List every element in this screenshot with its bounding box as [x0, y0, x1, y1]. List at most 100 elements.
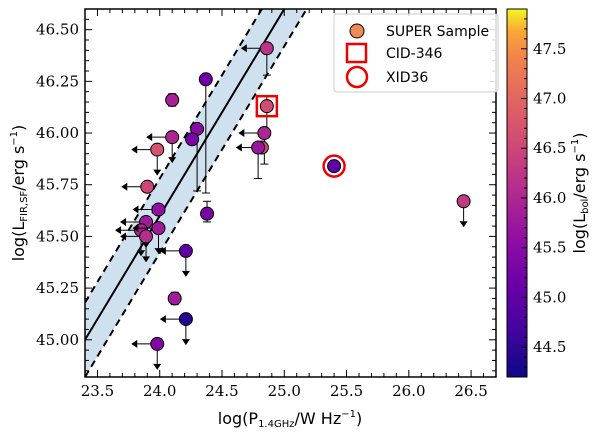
data-point-18 — [120, 229, 154, 263]
data-point-10 — [251, 140, 266, 180]
colorbar-label: log(Lbol/erg s−1) — [570, 133, 591, 254]
data-point-14 — [132, 202, 166, 217]
data-marker — [257, 126, 272, 141]
arrow-down-icon — [137, 250, 146, 257]
x-axis-label-sup: −1 — [341, 409, 356, 420]
legend-label-super: SUPER Sample — [386, 24, 489, 40]
colorbar-ticks: 44.5 45.0 45.5 46.0 46.5 47.0 47.5 — [521, 8, 566, 368]
y-tick-label: 45.75 — [36, 176, 79, 194]
arrow-left-icon — [132, 205, 139, 214]
data-marker — [167, 291, 182, 306]
colorbar-tick-label: 46.5 — [533, 139, 566, 157]
arrow-down-icon — [181, 270, 190, 277]
colorbar-tick-label: 45.5 — [533, 239, 566, 257]
data-point-6 — [185, 132, 200, 147]
y-axis-label-sup: −1 — [9, 131, 20, 146]
colorbar-tick-label: 45.0 — [533, 288, 566, 306]
data-point-11 — [327, 159, 342, 174]
colorbar-label-sup: −1 — [570, 139, 581, 154]
arrow-down-icon — [153, 169, 162, 176]
arrow-left-icon — [132, 224, 139, 233]
y-tick-label: 46.00 — [36, 124, 79, 142]
relation-band — [85, 9, 307, 377]
data-marker — [151, 202, 166, 217]
arrow-left-icon — [131, 339, 138, 348]
y-tick-label: 45.50 — [36, 227, 79, 245]
colorbar-tick-label: 44.5 — [533, 338, 566, 356]
data-point-23 — [456, 194, 471, 228]
y-axis-label: log(LFIR,SF/erg s−1) — [9, 125, 30, 262]
xid36-marker — [322, 154, 346, 178]
data-point-21 — [159, 312, 193, 346]
legend-marker-cid346 — [345, 42, 368, 64]
data-point-2 — [165, 92, 180, 107]
y-tick-label: 45.00 — [36, 331, 79, 349]
data-point-4 — [146, 130, 180, 164]
arrow-left-icon — [115, 226, 122, 235]
legend-marker-xid36 — [345, 65, 369, 89]
arrow-left-icon — [235, 143, 242, 152]
arrow-left-icon — [240, 44, 247, 53]
y-tick-label: 46.25 — [36, 72, 79, 90]
colorbar — [506, 8, 528, 378]
data-point-17 — [132, 221, 166, 255]
y-axis-label-sub: FIR,SF — [19, 191, 30, 222]
axes-frame — [84, 8, 497, 378]
data-point-20 — [167, 291, 182, 306]
axis-ticks: 23.5 24.0 24.5 25.0 25.5 26.0 26.5 45.00 45.25 45… — [36, 8, 497, 400]
x-tick-label: 24.0 — [143, 382, 176, 400]
arrow-down-icon — [168, 157, 177, 164]
legend-box — [333, 13, 499, 93]
x-axis-label-sub: 1.4GHz — [258, 419, 294, 430]
data-marker — [165, 130, 180, 145]
legend-label-xid36: XID36 — [386, 70, 428, 86]
data-point-19 — [159, 243, 193, 277]
y-tick-label: 46.50 — [36, 21, 79, 39]
data-point-22 — [131, 336, 165, 370]
x-tick-label: 23.5 — [81, 382, 114, 400]
data-point-8 — [131, 142, 165, 176]
y-tick-label: 45.25 — [36, 279, 79, 297]
arrow-down-icon — [153, 363, 162, 370]
colorbar-tick-label: 47.0 — [533, 90, 566, 108]
x-tick-label: 25.5 — [330, 382, 363, 400]
arrow-left-icon — [238, 129, 245, 138]
data-marker — [198, 72, 213, 87]
x-tick-label: 26.5 — [454, 382, 487, 400]
arrow-left-icon — [159, 315, 166, 324]
data-marker — [150, 142, 165, 157]
plot-area — [85, 9, 471, 377]
data-marker — [139, 229, 154, 244]
plot-frame — [84, 8, 497, 378]
data-marker — [456, 194, 471, 209]
data-marker — [165, 92, 180, 107]
legend-label-cid346: CID-346 — [386, 46, 443, 62]
relation-lower-dashed — [85, 9, 308, 377]
data-marker — [259, 99, 274, 114]
data-marker — [150, 336, 165, 351]
data-marker — [185, 132, 200, 147]
data-point-0 — [240, 41, 274, 76]
legend-marker-super — [349, 23, 365, 39]
arrow-left-icon — [131, 145, 138, 154]
arrow-left-icon — [146, 133, 153, 142]
arrow-left-icon — [121, 182, 128, 191]
data-marker — [200, 206, 215, 221]
arrow-left-icon — [120, 232, 127, 241]
arrow-down-icon — [459, 221, 468, 228]
data-marker — [251, 140, 266, 155]
data-marker — [259, 41, 274, 56]
arrow-left-icon — [159, 246, 166, 255]
arrow-down-icon — [142, 256, 151, 263]
colorbar-label-sub: bol — [580, 199, 591, 214]
data-marker — [140, 179, 155, 194]
arrow-left-icon — [120, 217, 127, 226]
x-tick-label: 25.0 — [268, 382, 301, 400]
data-marker — [327, 159, 342, 174]
data-point-13 — [200, 200, 215, 223]
colorbar-tick-label: 46.0 — [533, 189, 566, 207]
x-tick-label: 26.0 — [392, 382, 425, 400]
arrow-down-icon — [154, 248, 163, 255]
arrow-down-icon — [181, 339, 190, 346]
